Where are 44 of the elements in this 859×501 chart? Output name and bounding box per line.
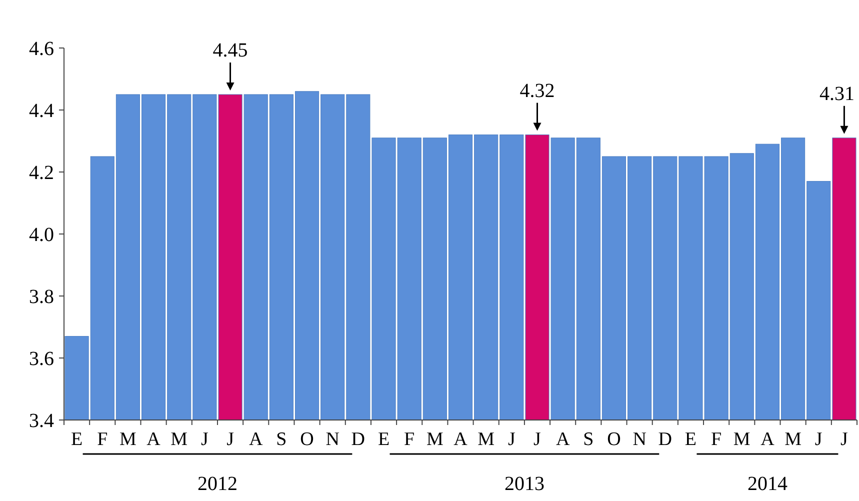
- y-tick-label: 3.8: [29, 286, 54, 308]
- x-tick-label: M: [478, 429, 495, 450]
- y-tick-label: 4.0: [29, 224, 54, 246]
- y-tick-label: 4.4: [29, 100, 54, 122]
- x-tick-label: J: [226, 429, 234, 450]
- x-tick-label: O: [300, 429, 314, 450]
- x-tick-label: A: [146, 429, 161, 450]
- x-tick-label: O: [607, 429, 621, 450]
- x-tick-label: M: [170, 429, 188, 450]
- x-tick-label: A: [454, 429, 468, 450]
- x-tick-label: A: [556, 429, 570, 450]
- annotation: 4.31: [820, 82, 854, 105]
- x-tick-label: J: [534, 429, 541, 450]
- x-tick-label: S: [276, 429, 287, 450]
- x-tick-label: N: [326, 429, 340, 450]
- x-tick-label: D: [351, 429, 366, 450]
- x-tick-label: N: [632, 429, 647, 450]
- y-tick-label: 3.6: [29, 348, 54, 370]
- text: 2013: [504, 473, 544, 495]
- annotation: 4.32: [520, 80, 555, 102]
- x-tick-label: M: [120, 429, 136, 450]
- x-tick-label: J: [200, 429, 208, 450]
- x-tick-label: D: [658, 429, 672, 450]
- x-tick-label: M: [733, 429, 750, 450]
- annotation: 4.45: [212, 40, 248, 62]
- x-tick-label: E: [684, 429, 697, 450]
- x-tick-label: F: [97, 429, 108, 450]
- y-tick-label: 4.2: [29, 162, 54, 184]
- y-tick-label: 3.4: [29, 410, 54, 432]
- x-tick-label: J: [814, 429, 822, 450]
- x-tick-label: F: [404, 429, 415, 450]
- x-tick-label: E: [70, 429, 83, 450]
- x-tick-label: S: [583, 429, 594, 450]
- x-tick-label: M: [784, 429, 802, 450]
- x-tick-label: F: [711, 429, 722, 450]
- x-tick-label: J: [840, 429, 848, 450]
- x-tick-label: J: [508, 429, 516, 450]
- y-tick-label: 4.6: [29, 38, 54, 60]
- x-tick-label: M: [426, 429, 444, 450]
- text: 2014: [747, 473, 788, 495]
- x-tick-label: A: [760, 429, 775, 450]
- x-tick-label: E: [378, 429, 390, 450]
- text: 2012: [197, 473, 238, 495]
- x-tick-label: A: [248, 429, 263, 450]
